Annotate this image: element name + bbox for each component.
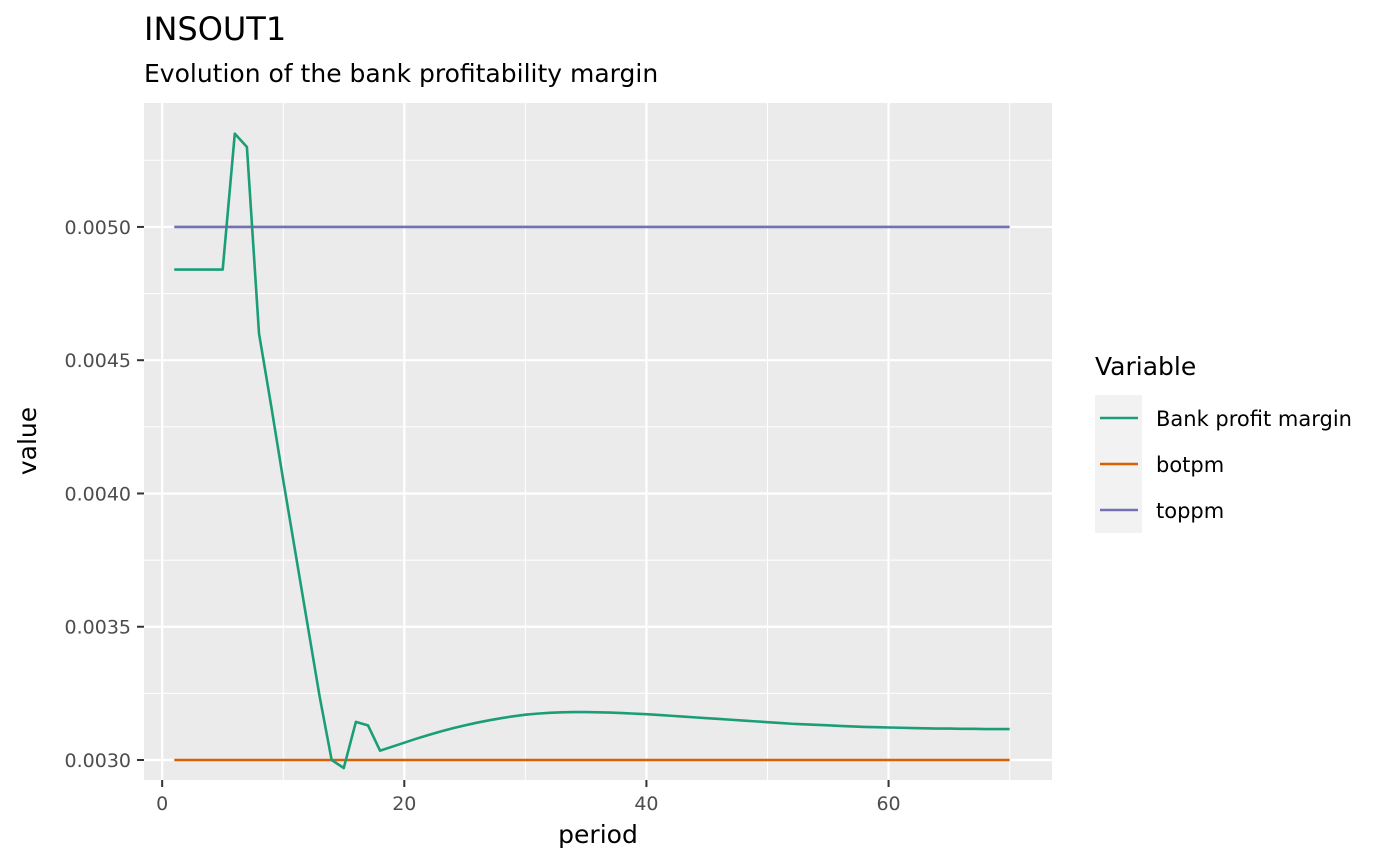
chart-title: INSOUT1: [144, 10, 286, 48]
x-tick-label: 20: [392, 793, 416, 815]
y-axis-ticks: 0.0030 0.0035 0.0040 0.0045 0.0050: [65, 217, 144, 772]
legend: Variable Bank profit margin botpm toppm: [1095, 352, 1352, 533]
y-axis-title: value: [13, 407, 42, 475]
legend-label: toppm: [1156, 499, 1224, 523]
x-axis-title: period: [558, 820, 638, 849]
x-tick-label: 0: [156, 793, 168, 815]
y-tick-label: 0.0030: [65, 750, 131, 772]
x-tick-label: 60: [876, 793, 900, 815]
legend-title: Variable: [1095, 352, 1196, 381]
series-lines: [174, 132, 1010, 770]
legend-label: botpm: [1156, 453, 1224, 477]
series-line-bank-profit-margin: [174, 132, 1010, 770]
y-tick-label: 0.0050: [65, 217, 131, 239]
y-tick-label: 0.0040: [65, 483, 131, 505]
y-tick-label: 0.0035: [65, 617, 131, 639]
chart-subtitle: Evolution of the bank profitability marg…: [144, 59, 658, 88]
minor-gridlines: [144, 103, 1052, 780]
x-axis-ticks: 0 20 40 60: [156, 780, 901, 815]
x-tick-label: 40: [634, 793, 658, 815]
legend-label: Bank profit margin: [1156, 407, 1352, 431]
y-tick-label: 0.0045: [65, 350, 131, 372]
plot-panel: [144, 103, 1052, 780]
